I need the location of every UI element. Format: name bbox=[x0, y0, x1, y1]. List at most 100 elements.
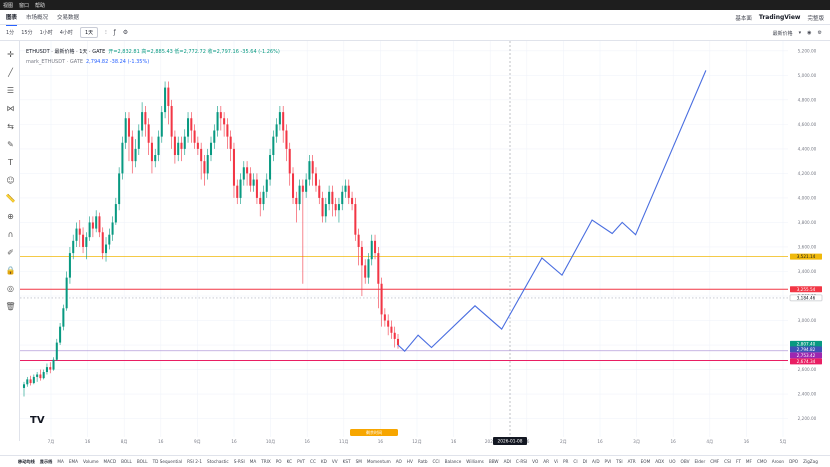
settings-icon[interactable]: ⚙ bbox=[122, 29, 129, 36]
indicator-item[interactable]: A/D bbox=[592, 459, 600, 464]
indicator-item[interactable]: 移动均线 bbox=[18, 458, 35, 464]
indicator-item[interactable]: TD Sequential bbox=[152, 459, 183, 464]
indicator-item[interactable]: TSI bbox=[616, 459, 623, 464]
camera-icon[interactable]: ◉ bbox=[807, 30, 812, 36]
ruler-icon[interactable]: 📏 bbox=[5, 194, 16, 203]
indicator-item[interactable]: DPO bbox=[789, 459, 799, 464]
timeframe-15m[interactable]: 15分 bbox=[21, 30, 33, 36]
indicator-item[interactable]: Aroon bbox=[771, 459, 785, 464]
indicator-item[interactable]: UO bbox=[669, 459, 676, 464]
indicator-item[interactable]: ATR bbox=[627, 459, 636, 464]
indicator-item[interactable]: AR bbox=[543, 459, 550, 464]
indicator-item[interactable]: KST bbox=[342, 459, 351, 464]
chart-type-icon[interactable]: ⫶ bbox=[105, 28, 107, 36]
indicator-item[interactable]: EOM bbox=[640, 459, 651, 464]
indicator-item[interactable]: Elder bbox=[694, 459, 706, 464]
indicator-item[interactable]: MA bbox=[57, 459, 64, 464]
timeframe-1d[interactable]: 1天 bbox=[79, 27, 99, 38]
menu-view[interactable]: 视图 bbox=[3, 2, 14, 9]
indicator-item[interactable]: FT bbox=[736, 459, 741, 464]
legend-symbol[interactable]: ETHUSDT · 最新价格 · 1天 · GATE bbox=[26, 49, 106, 55]
menu-window[interactable]: 窗口 bbox=[19, 2, 30, 9]
chevron-down-icon[interactable]: ▾ bbox=[798, 30, 802, 36]
indicator-item[interactable]: PO bbox=[275, 459, 282, 464]
candle-body bbox=[196, 142, 199, 149]
legend-mark-symbol[interactable]: mark_ETHUSDT · GATE bbox=[26, 59, 83, 65]
magnet-icon[interactable]: ∩ bbox=[7, 230, 14, 239]
zoom-icon[interactable]: ⊕ bbox=[7, 212, 14, 221]
indicator-item[interactable]: VO bbox=[532, 459, 539, 464]
indicator-item[interactable]: OBV bbox=[680, 459, 690, 464]
indicator-item[interactable]: Stochastic bbox=[207, 459, 229, 464]
indicator-item[interactable]: Vi bbox=[554, 459, 558, 464]
tab-trading-data[interactable]: 交易数据 bbox=[57, 15, 80, 21]
indicator-item[interactable]: Williams bbox=[466, 459, 484, 464]
price-axis: 2,200.002,400.002,600.002,800.003,000.00… bbox=[798, 48, 817, 421]
indicator-item[interactable]: HV bbox=[406, 459, 413, 464]
text-icon[interactable]: T bbox=[8, 158, 13, 167]
measure-icon[interactable]: ⇆ bbox=[7, 122, 14, 131]
crosshair-icon[interactable]: ✛ bbox=[7, 50, 14, 59]
brush-icon[interactable]: ✎ bbox=[7, 140, 14, 149]
indicator-item[interactable]: ADX bbox=[655, 459, 665, 464]
indicator-item[interactable]: MA bbox=[249, 459, 257, 464]
indicator-item[interactable]: CMO bbox=[756, 459, 767, 464]
indicator-item[interactable]: CI bbox=[573, 459, 578, 464]
indicator-item[interactable]: PR bbox=[562, 459, 569, 464]
trend-line-icon[interactable]: ╱ bbox=[8, 68, 13, 77]
indicator-item[interactable]: PVI bbox=[604, 459, 612, 464]
indicator-item[interactable]: S-RSI bbox=[233, 459, 245, 464]
pattern-icon[interactable]: ⋈ bbox=[6, 104, 15, 113]
indicator-item[interactable]: DI bbox=[582, 459, 588, 464]
indicator-item[interactable]: MF bbox=[745, 459, 752, 464]
indicator-item[interactable]: 显示线 bbox=[39, 458, 53, 464]
indicator-item[interactable]: C-RSI bbox=[515, 459, 528, 464]
price-source-select[interactable]: 最新价格 bbox=[772, 30, 793, 37]
indicator-item[interactable]: EMA bbox=[68, 459, 78, 464]
indicator-item[interactable]: TRIX bbox=[261, 459, 271, 464]
menu-help[interactable]: 帮助 bbox=[35, 2, 46, 9]
candle-body bbox=[82, 234, 85, 247]
indicator-item[interactable]: ZigZag bbox=[803, 459, 818, 464]
gear-icon[interactable]: ⚙ bbox=[817, 30, 822, 36]
indicator-item[interactable]: PVT bbox=[297, 459, 306, 464]
indicator-item[interactable]: Momentum bbox=[366, 459, 391, 464]
indicator-item[interactable]: RSI 2-1 bbox=[187, 459, 203, 464]
indicators-icon[interactable]: ƒ bbox=[113, 29, 116, 36]
y-tick-label: 3,600.00 bbox=[798, 245, 817, 250]
indicator-item[interactable]: MACD bbox=[103, 459, 117, 464]
tab-bar: 图表 市场概况 交易数据 基本面 TradingView 完整版 bbox=[0, 9, 830, 26]
tab-fundamentals[interactable]: 基本面 bbox=[735, 15, 752, 22]
eye-icon[interactable]: ◎ bbox=[7, 284, 14, 293]
timeframe-1m[interactable]: 1分 bbox=[6, 30, 15, 36]
indicator-item[interactable]: BOLL bbox=[136, 459, 148, 464]
indicator-item[interactable]: VV bbox=[331, 459, 338, 464]
indicator-item[interactable]: ADI bbox=[503, 459, 511, 464]
emoji-icon[interactable]: ☺ bbox=[6, 176, 15, 185]
indicator-item[interactable]: SM bbox=[355, 459, 362, 464]
tab-tradingview[interactable]: TradingView bbox=[758, 14, 801, 21]
indicator-item[interactable]: BBW bbox=[488, 459, 499, 464]
price-chart[interactable]: 2,200.002,400.002,600.002,800.003,000.00… bbox=[20, 41, 830, 455]
timeframe-4h[interactable]: 4小时 bbox=[59, 30, 73, 36]
indicator-item[interactable]: Volume bbox=[82, 459, 99, 464]
indicator-item[interactable]: Balance bbox=[444, 459, 462, 464]
timeframe-1h[interactable]: 1小时 bbox=[39, 30, 53, 36]
indicator-item[interactable]: AO bbox=[395, 459, 402, 464]
tab-full-version[interactable]: 完整版 bbox=[807, 15, 824, 22]
indicator-item[interactable]: CC bbox=[310, 459, 316, 464]
indicator-item[interactable]: Ratb bbox=[417, 459, 428, 464]
indicator-item[interactable]: KC bbox=[286, 459, 293, 464]
indicator-item[interactable]: BOLL bbox=[121, 459, 132, 464]
fib-channel-icon[interactable]: ☰ bbox=[6, 86, 15, 95]
tab-market-overview[interactable]: 市场概况 bbox=[26, 15, 49, 21]
lock-icon[interactable]: 🔒 bbox=[5, 266, 16, 275]
trash-icon[interactable]: 🗑 bbox=[5, 302, 16, 311]
indicator-item[interactable]: CSI bbox=[724, 459, 731, 464]
indicator-item[interactable]: KD bbox=[320, 459, 327, 464]
indicator-item[interactable]: CCI bbox=[432, 459, 440, 464]
tab-chart[interactable]: 图表 bbox=[6, 9, 18, 26]
draw-lock-icon[interactable]: ✐ bbox=[7, 248, 14, 257]
indicator-item[interactable]: CMF bbox=[710, 459, 720, 464]
time-axis: 7月 16 8月 16 9月 16 10月 16 11月 16 12月 16 2026 16 2月 16 3月 1… bbox=[48, 439, 787, 445]
